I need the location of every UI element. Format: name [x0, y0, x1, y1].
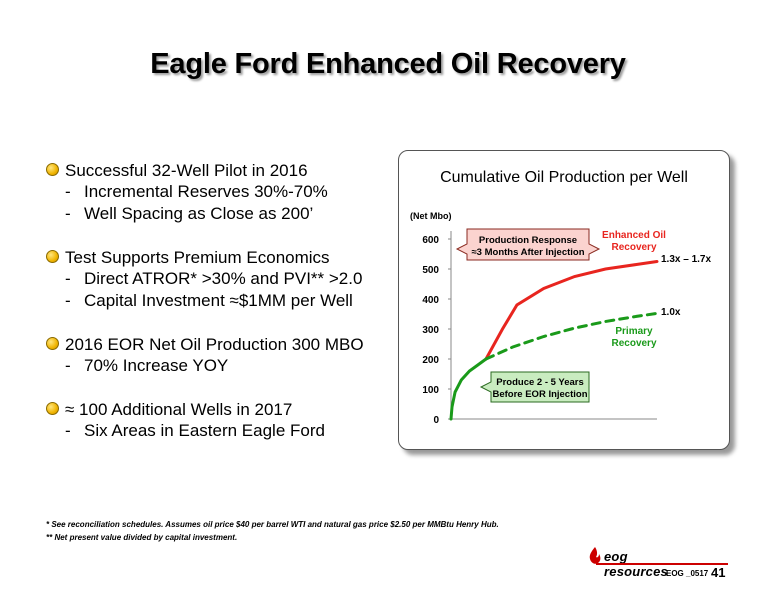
y-tick-label: 100 [422, 385, 439, 396]
bullet-group: ≈ 100 Additional Wells in 2017 - Six Area… [46, 399, 391, 442]
footnote-1: * See reconciliation schedules. Assumes … [46, 520, 499, 529]
enhanced-label-line-1: Enhanced Oil [602, 230, 666, 241]
response-callout-box [455, 228, 601, 261]
primary-label-line-2: Recovery [611, 338, 656, 349]
eog-logo: eog resources [587, 546, 668, 579]
y-tick-label: 400 [422, 295, 439, 306]
bullet-main-text: 2016 EOR Net Oil Production 300 MBO [65, 335, 364, 354]
bullet-group: 2016 EOR Net Oil Production 300 MBO -70%… [46, 334, 391, 377]
enhanced-recovery-line [484, 260, 659, 361]
produce-callout-box [479, 371, 590, 403]
sub-bullet: -70% Increase YOY [65, 356, 229, 375]
flame-icon [589, 547, 601, 564]
bullet-main: Successful 32-Well Pilot in 2016 [46, 160, 391, 181]
y-axis-label: (Net Mbo) [410, 211, 452, 221]
footnote-2: ** Net present value divided by capital … [46, 533, 238, 542]
sub-bullet-text: Incremental Reserves 30%-70% [84, 182, 328, 201]
sub-bullet-text: Capital Investment ≈$1MM per Well [84, 291, 353, 310]
page-code: EOG _0517 [666, 569, 709, 578]
enhanced-label-line-2: Recovery [611, 242, 656, 253]
bullet-main: 2016 EOR Net Oil Production 300 MBO [46, 334, 391, 355]
chart-title: Cumulative Oil Production per Well [440, 169, 688, 186]
y-tick-label: 600 [422, 235, 439, 246]
primary-label-line-1: Primary [615, 326, 653, 337]
footer-line [596, 563, 728, 565]
bullet-dot-icon [46, 163, 59, 176]
sub-bullet: - Incremental Reserves 30%-70% [65, 182, 328, 201]
bullet-main-text: Successful 32-Well Pilot in 2016 [65, 161, 308, 180]
produce-callout-line-1: Produce 2 - 5 Years [496, 377, 584, 388]
primary-recovery-line [484, 311, 659, 361]
chart-panel: Cumulative Oil Production per Well (Net … [398, 150, 730, 450]
sub-bullet: - Six Areas in Eastern Eagle Ford [65, 421, 325, 440]
response-callout-line-2: ≈3 Months After Injection [471, 247, 584, 258]
logo-text: eog resources [604, 549, 668, 579]
y-tick-label: 200 [422, 355, 439, 366]
sub-bullet: - Well Spacing as Close as 200’ [65, 204, 314, 223]
y-tick-label: 300 [422, 325, 439, 336]
sub-bullet-text: Direct ATROR* >30% and PVI** >2.0 [84, 269, 363, 288]
produce-callout-line-2: Before EOR Injection [492, 389, 587, 400]
y-tick-label: 500 [422, 265, 439, 276]
bullet-main: Test Supports Premium Economics [46, 247, 391, 268]
sub-bullet: - Direct ATROR* >30% and PVI** >2.0 [65, 269, 363, 288]
bullet-dot-icon [46, 402, 59, 415]
y-tick-label: 0 [433, 415, 439, 426]
bullet-list: Successful 32-Well Pilot in 2016 - Increm… [46, 160, 391, 464]
primary-multiple-label: 1.0x [661, 307, 681, 318]
sub-bullet: - Capital Investment ≈$1MM per Well [65, 291, 353, 310]
bullet-dot-icon [46, 250, 59, 263]
slide-title: Eagle Ford Enhanced Oil Recovery [150, 48, 626, 80]
bullet-main-text: ≈ 100 Additional Wells in 2017 [65, 400, 293, 419]
sub-bullet-text: 70% Increase YOY [84, 356, 229, 375]
base-production-line [449, 357, 488, 421]
page-number: 41 [711, 565, 726, 580]
bullet-main: ≈ 100 Additional Wells in 2017 [46, 399, 391, 420]
bullet-main-text: Test Supports Premium Economics [65, 248, 330, 267]
sub-bullet-text: Six Areas in Eastern Eagle Ford [84, 421, 325, 440]
bullet-dot-icon [46, 337, 59, 350]
bullet-group: Successful 32-Well Pilot in 2016 - Increm… [46, 160, 391, 225]
response-callout-line-1: Production Response [479, 235, 577, 246]
production-chart: (Net Mbo) 0 100 200 300 400 500 600 Enhanced Oil… [410, 211, 711, 426]
enhanced-multiple-label: 1.3x – 1.7x [661, 254, 711, 265]
sub-bullet-text: Well Spacing as Close as 200’ [84, 204, 314, 223]
bullet-group: Test Supports Premium Economics - Direct … [46, 247, 391, 312]
